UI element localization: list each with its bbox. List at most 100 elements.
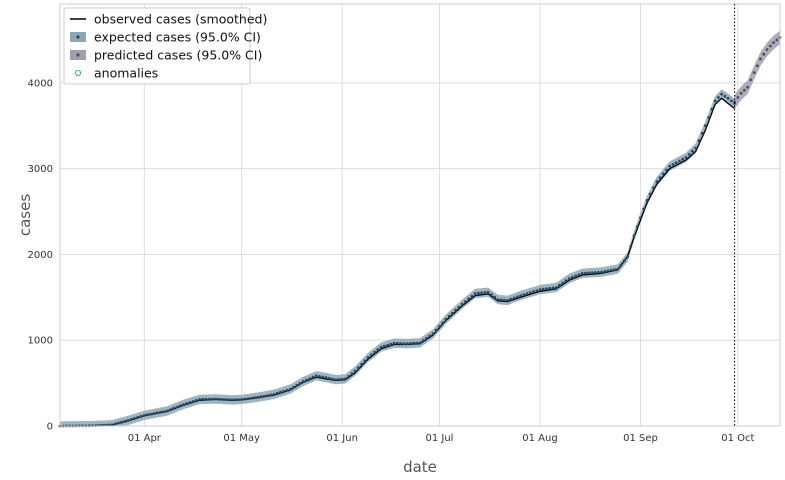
legend-expected-marker	[76, 35, 80, 39]
series-1-point	[181, 403, 185, 406]
series-1-point	[334, 378, 338, 382]
series-1-point	[379, 345, 383, 349]
series-1-point	[230, 398, 234, 402]
series-1-point	[272, 392, 276, 396]
series-1-point	[467, 297, 470, 301]
series-2-point	[755, 64, 759, 68]
series-2-point	[749, 78, 753, 82]
series-1-point	[434, 328, 438, 332]
series-1-point	[295, 383, 299, 387]
series-1-point	[120, 420, 123, 424]
series-1-point	[691, 149, 694, 153]
series-1-point	[571, 275, 574, 279]
series-1-point	[382, 344, 386, 348]
series-1-point	[288, 387, 292, 391]
series-1-point	[146, 413, 150, 417]
series-1-point	[684, 156, 688, 159]
series-2-point	[739, 91, 743, 95]
series-1-point	[704, 124, 707, 128]
series-1-point	[597, 270, 600, 274]
series-1-point	[269, 393, 273, 397]
series-1-point	[470, 294, 474, 298]
x-tick-label: 01 May	[223, 433, 260, 444]
series-1-point	[217, 397, 221, 401]
series-1-point	[535, 289, 539, 292]
series-1-point	[610, 268, 613, 272]
series-1-point	[259, 395, 263, 399]
series-1-point	[567, 277, 571, 280]
series-2-point	[765, 48, 769, 51]
series-1-point	[490, 293, 493, 296]
legend: observed cases (smoothed) expected cases…	[63, 7, 267, 85]
series-1-point	[648, 192, 652, 196]
legend-expected-label: expected cases (95.0% CI)	[94, 30, 261, 45]
series-1-point	[554, 286, 558, 289]
x-tick-label: 01 Oct	[721, 433, 754, 444]
series-1-point	[344, 377, 347, 381]
series-1-point	[600, 270, 603, 274]
series-2-point	[746, 85, 749, 89]
series-1-point	[262, 394, 266, 398]
y-tick-label: 0	[47, 422, 53, 433]
series-1-point	[204, 397, 208, 401]
series-1-point	[246, 397, 250, 400]
series-1-point	[635, 225, 639, 229]
series-1-point	[499, 298, 503, 302]
legend-anomalies-label: anomalies	[94, 66, 158, 81]
series-2-point	[772, 41, 775, 44]
series-1-point	[661, 172, 665, 176]
series-1-point	[133, 417, 137, 420]
y-tick-label: 3000	[28, 164, 53, 175]
series-1-point	[668, 164, 672, 168]
series-1-ci-band	[60, 89, 735, 427]
series-1-point	[353, 369, 357, 373]
series-1-point	[447, 314, 451, 318]
series-1-point	[201, 397, 205, 401]
series-1-point	[548, 286, 552, 290]
series-1-point	[723, 94, 727, 98]
series-1-point	[483, 291, 487, 294]
series-1-point	[613, 268, 616, 271]
series-1-point	[441, 321, 445, 325]
series-1-point	[626, 255, 629, 259]
series-1-point	[211, 397, 214, 401]
series-1-point	[480, 291, 483, 295]
series-1-point	[574, 274, 578, 278]
series-1-point	[593, 271, 597, 274]
series-1-point	[671, 163, 675, 166]
series-1-point	[370, 353, 373, 357]
series-1-point	[496, 298, 500, 301]
series-1-point	[162, 410, 166, 413]
line-layer	[59, 97, 736, 427]
series-2-point	[736, 96, 740, 99]
series-1-point	[645, 199, 649, 202]
series-1-point	[421, 339, 425, 342]
series-2-point	[775, 38, 779, 42]
series-2-point	[759, 57, 762, 61]
series-1-point	[152, 412, 156, 415]
series-1-point	[707, 116, 710, 119]
series-1-point	[720, 92, 723, 96]
series-1-point	[632, 234, 636, 238]
series-1-point	[710, 107, 714, 111]
series-1-point	[577, 273, 581, 276]
series-1-point	[515, 295, 519, 299]
series-1-point	[159, 410, 162, 414]
legend-predicted-marker	[76, 53, 80, 57]
series-1-point	[687, 153, 691, 156]
series-1-point	[493, 295, 496, 299]
series-1-point	[558, 283, 561, 287]
series-1-point	[168, 408, 172, 412]
x-tick-label: 01 Jul	[425, 433, 453, 444]
series-1-point	[142, 413, 146, 417]
series-1-point	[214, 397, 218, 401]
series-2-point	[752, 71, 756, 74]
series-1-point	[402, 342, 406, 345]
series-1-point	[454, 308, 458, 312]
band-layer	[60, 30, 780, 427]
series-1-point	[652, 186, 655, 190]
series-1-point	[117, 421, 120, 425]
series-1-point	[175, 405, 179, 409]
series-1-point	[126, 419, 130, 422]
series-1-point	[457, 305, 461, 309]
